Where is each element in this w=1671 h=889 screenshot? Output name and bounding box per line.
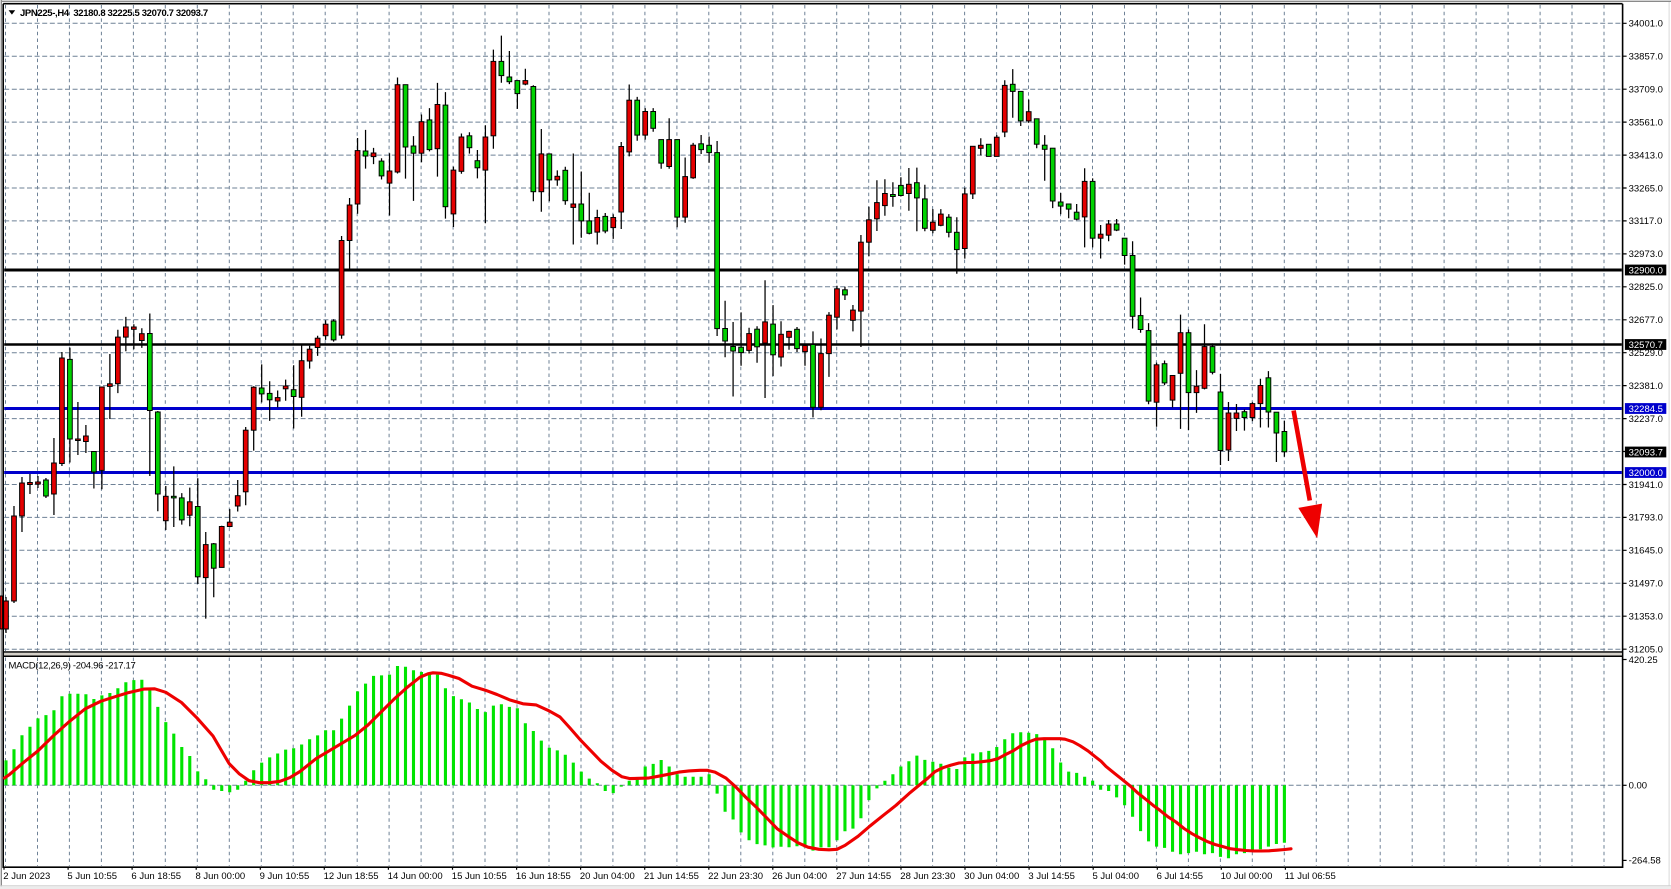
svg-text:32284.5: 32284.5 [1629, 404, 1663, 415]
svg-text:27 Jun 14:55: 27 Jun 14:55 [836, 871, 891, 882]
svg-text:0.00: 0.00 [1629, 781, 1648, 792]
svg-text:8 Jun 00:00: 8 Jun 00:00 [196, 871, 246, 882]
svg-text:34001.0: 34001.0 [1629, 19, 1663, 30]
svg-text:MACD(12,26,9) -204.96 -217.17: MACD(12,26,9) -204.96 -217.17 [9, 660, 136, 671]
svg-text:21 Jun 14:55: 21 Jun 14:55 [644, 871, 699, 882]
svg-text:31793.0: 31793.0 [1629, 513, 1663, 524]
svg-text:32093.7: 32093.7 [1629, 447, 1663, 458]
svg-text:32000.0: 32000.0 [1629, 468, 1663, 479]
svg-text:33857.0: 33857.0 [1629, 52, 1663, 63]
svg-text:2 Jun 2023: 2 Jun 2023 [3, 871, 50, 882]
svg-text:33265.0: 33265.0 [1629, 183, 1663, 194]
svg-text:3 Jul 14:55: 3 Jul 14:55 [1028, 871, 1074, 882]
svg-text:15 Jun 10:55: 15 Jun 10:55 [452, 871, 507, 882]
svg-text:420.25: 420.25 [1629, 655, 1658, 666]
svg-text:5 Jul 04:00: 5 Jul 04:00 [1093, 871, 1139, 882]
svg-text:33709.0: 33709.0 [1629, 85, 1663, 96]
svg-text:30 Jun 04:00: 30 Jun 04:00 [964, 871, 1019, 882]
svg-text:10 Jul 00:00: 10 Jul 00:00 [1221, 871, 1273, 882]
svg-text:11 Jul 06:55: 11 Jul 06:55 [1285, 871, 1336, 882]
svg-text:32973.0: 32973.0 [1629, 249, 1663, 260]
svg-text:31645.0: 31645.0 [1629, 546, 1663, 557]
svg-text:9 Jun 10:55: 9 Jun 10:55 [260, 871, 310, 882]
svg-text:33413.0: 33413.0 [1629, 150, 1663, 161]
svg-text:32900.0: 32900.0 [1629, 265, 1663, 276]
svg-text:6 Jun 18:55: 6 Jun 18:55 [131, 871, 181, 882]
svg-text:16 Jun 18:55: 16 Jun 18:55 [516, 871, 571, 882]
svg-text:14 Jun 00:00: 14 Jun 00:00 [388, 871, 443, 882]
svg-text:6 Jul 14:55: 6 Jul 14:55 [1157, 871, 1203, 882]
svg-text:20 Jun 04:00: 20 Jun 04:00 [580, 871, 635, 882]
svg-text:28 Jun 23:30: 28 Jun 23:30 [900, 871, 955, 882]
svg-text:32677.0: 32677.0 [1629, 315, 1663, 326]
svg-text:22 Jun 23:30: 22 Jun 23:30 [708, 871, 763, 882]
svg-text:32381.0: 32381.0 [1629, 381, 1663, 392]
svg-text:31941.0: 31941.0 [1629, 480, 1663, 491]
svg-text:JPN225-,H4 32180.8 32225.5 32: JPN225-,H4 32180.8 32225.5 32070.7 32093… [20, 8, 208, 19]
svg-text:-264.58: -264.58 [1629, 856, 1661, 867]
svg-text:33561.0: 33561.0 [1629, 117, 1663, 128]
svg-text:32237.0: 32237.0 [1629, 414, 1663, 425]
svg-text:32570.7: 32570.7 [1629, 340, 1663, 351]
svg-text:5 Jun 10:55: 5 Jun 10:55 [67, 871, 117, 882]
svg-text:32825.0: 32825.0 [1629, 282, 1663, 293]
svg-text:31497.0: 31497.0 [1629, 579, 1663, 590]
svg-text:26 Jun 04:00: 26 Jun 04:00 [772, 871, 827, 882]
svg-text:12 Jun 18:55: 12 Jun 18:55 [324, 871, 379, 882]
svg-text:31205.0: 31205.0 [1629, 645, 1663, 656]
svg-text:33117.0: 33117.0 [1629, 216, 1663, 227]
svg-text:31353.0: 31353.0 [1629, 612, 1663, 623]
svg-text:32529.0: 32529.0 [1629, 348, 1663, 359]
